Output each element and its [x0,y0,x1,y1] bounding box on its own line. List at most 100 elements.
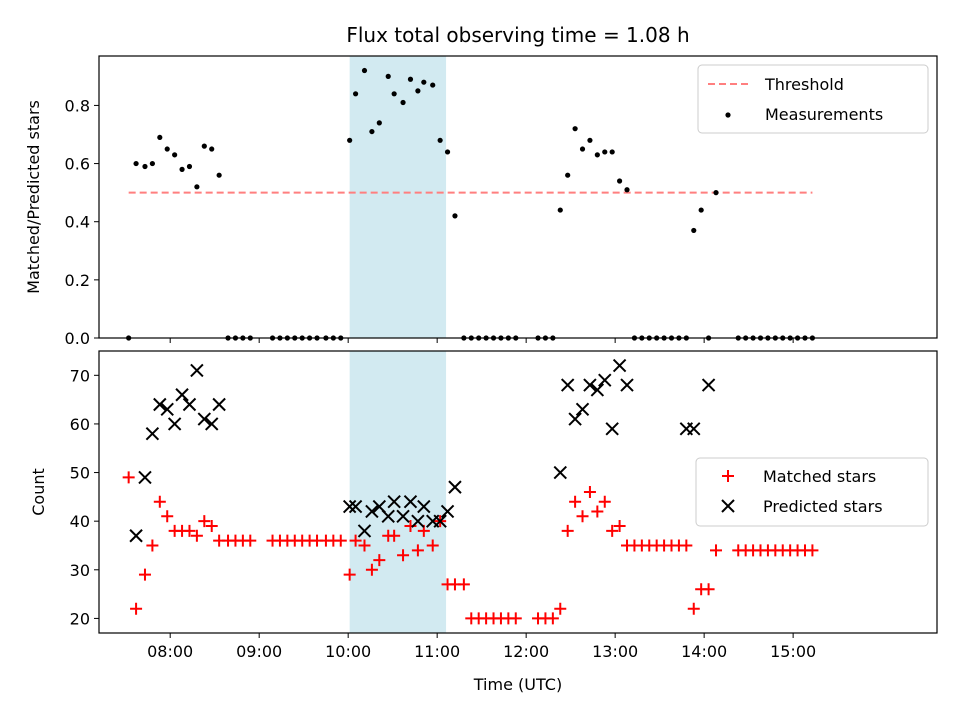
predicted-star-point [553,465,567,480]
matched-star-point [343,568,356,581]
bottom-y-tick-label: 70 [70,366,90,385]
top-y-tick-label: 0.2 [65,271,90,290]
measurement-point [186,163,193,170]
predicted-star-point [160,402,174,417]
matched-star-point [397,549,410,562]
x-axis-label: Time (UTC) [473,675,562,694]
legend-matched-label: Matched stars [763,467,876,486]
predicted-star-point [197,412,212,426]
matched-star-point [806,544,819,557]
measurement-point [201,143,207,149]
measurement-point [391,91,397,97]
bottom-y-tick-label: 60 [70,415,90,434]
predicted-star-point [212,397,226,412]
bottom-series-layer [122,358,819,625]
matched-star-point [388,529,401,542]
x-tick-label: 14:00 [681,642,727,661]
predicted-star-point [575,402,590,417]
predicted-star-point [583,378,597,392]
predicted-star-point [620,378,634,392]
bottom-y-axis-label: Count [29,468,48,516]
measurement-point [557,207,563,213]
measurement-point [361,67,368,74]
matched-star-point [153,495,166,508]
matched-star-point [146,539,159,552]
measurement-point [691,227,697,234]
matched-star-point [122,471,135,484]
legend-predicted-label: Predicted stars [763,497,883,516]
x-tick-label: 13:00 [592,642,638,661]
bottom-panel-frame [98,350,938,634]
matched-star-point [130,602,143,615]
matched-star-point [349,534,362,547]
measurement-point [352,91,359,97]
x-tick-label: 15:00 [770,642,816,661]
measurement-point [452,213,458,219]
bottom-x-ticks: 08:00 09:00 10:00 11:00 12:00 13:00 14:00 15:00 [147,633,816,661]
predicted-star-point [605,422,619,436]
predicted-star-point [348,499,363,514]
measurement-point [142,163,148,170]
top-x-ticks [169,338,794,343]
matched-star-point [365,563,378,576]
predicted-star-point [417,499,431,514]
top-legend-box [697,64,929,134]
top-highlight-span [349,56,447,338]
top-legend: Threshold Measurements [697,64,929,134]
measurement-point [216,172,222,178]
measurement-point [172,152,178,158]
legend-matched-swatch [722,470,734,482]
top-y-tick-label: 0.4 [65,213,90,232]
measurement-point [149,160,155,167]
legend-measurements-label: Measurements [765,105,883,124]
predicted-star-point [145,426,160,441]
matched-star-point [687,602,700,615]
top-panel: 0.00.20.40.60.8 Matched/Predicted stars … [24,55,938,348]
measurement-point [157,134,163,141]
predicted-star-point [448,480,462,494]
matched-star-point [546,612,559,625]
matched-star-point [426,539,439,552]
predicted-star-point [440,504,455,519]
top-y-tick-label: 0.6 [65,155,90,174]
top-y-axis-label: Matched/Predicted stars [24,100,43,294]
measurement-point [430,82,436,88]
measurement-point [572,126,578,132]
matched-star-point [606,524,619,537]
predicted-star-point [129,529,143,543]
top-panel-frame [98,55,938,339]
measurement-point [369,128,375,135]
matched-star-point [598,495,611,508]
predicted-star-point [403,495,418,509]
measurement-point [179,166,185,172]
predicted-star-point [357,524,372,538]
measurement-point [407,76,414,82]
top-y-tick-label: 0.0 [65,329,90,348]
matched-star-point [561,524,574,537]
measurement-point [587,137,593,143]
top-y-tick-label: 0.8 [65,96,90,115]
predicted-star-point [205,417,219,431]
top-series-layer [126,67,816,341]
matched-star-point [591,505,604,518]
matched-star-point [358,539,371,552]
measurement-point [415,88,421,94]
measurement-point [579,146,586,152]
predicted-star-point [612,358,627,373]
matched-star-point [161,510,174,523]
predicted-star-point [701,378,716,392]
matched-star-point [183,524,196,537]
matched-star-point [569,495,582,508]
matched-star-point [198,515,211,528]
bottom-panel: 08:00 09:00 10:00 11:00 12:00 13:00 14:00 15:00… [29,350,938,694]
measurement-point [385,73,391,79]
matched-star-point [680,539,693,552]
bottom-y-tick-label: 50 [70,464,90,483]
matched-star-point [411,544,424,557]
predicted-star-point [153,397,167,412]
bottom-y-tick-label: 20 [70,609,90,628]
measurement-point [713,190,719,196]
predicted-star-point [381,509,395,524]
matched-star-point [404,520,417,533]
